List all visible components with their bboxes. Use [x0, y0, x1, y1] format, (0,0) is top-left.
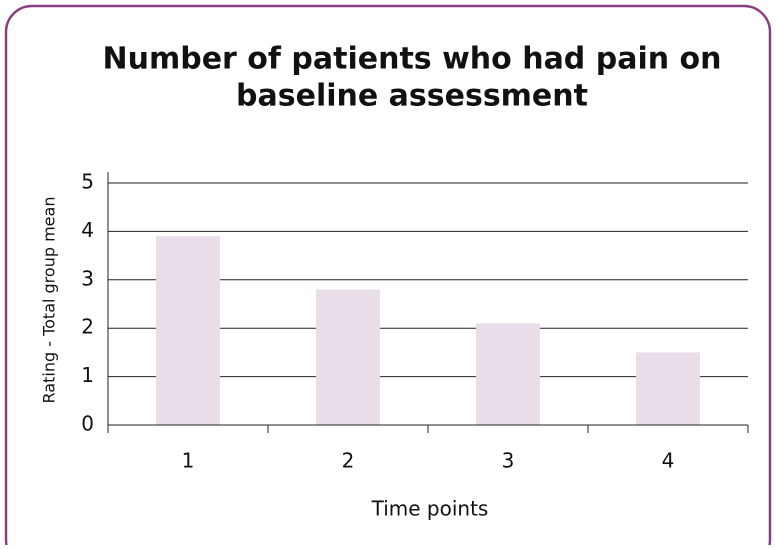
x-tick-label: 3 — [502, 449, 515, 473]
bar — [316, 289, 380, 425]
bar — [156, 236, 220, 425]
chart-title: baseline assessment — [236, 79, 588, 114]
bar — [476, 323, 540, 425]
x-tick-label: 1 — [182, 449, 195, 473]
chart-title: Number of patients who had pain on — [103, 42, 722, 77]
x-tick-label: 4 — [662, 449, 675, 473]
y-tick-label: 3 — [81, 266, 94, 290]
x-tick-label: 2 — [342, 449, 355, 473]
y-tick-label: 0 — [81, 412, 94, 436]
y-tick-label: 5 — [81, 170, 94, 194]
y-axis-label: Rating - Total group mean — [40, 197, 59, 404]
y-tick-label: 2 — [81, 315, 94, 339]
y-tick-label: 4 — [81, 218, 94, 242]
y-tick-label: 1 — [81, 363, 94, 387]
x-axis-label: Time points — [371, 497, 489, 521]
bar — [636, 352, 700, 425]
